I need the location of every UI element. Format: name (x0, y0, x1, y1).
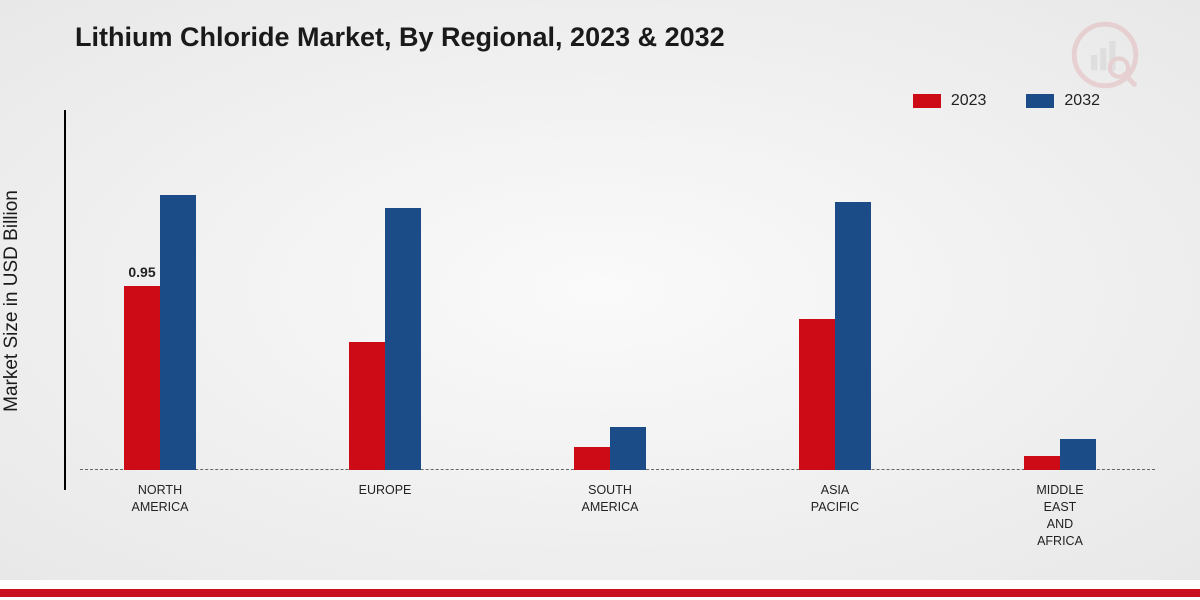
legend-label: 2032 (1064, 92, 1100, 110)
bar (574, 447, 610, 470)
bar-group: 0.95NORTH AMERICA (110, 195, 210, 470)
category-label: SOUTH AMERICA (582, 482, 639, 516)
legend-label: 2023 (951, 92, 987, 110)
plot-area: 0.95NORTH AMERICA EUROPE SOUTH AMERICA ASIA… (80, 150, 1155, 470)
legend: 2023 2032 (913, 92, 1100, 110)
legend-item-2032: 2032 (1026, 92, 1100, 110)
footer-bar (0, 586, 1200, 600)
bar (799, 319, 835, 470)
bar-value-label: 0.95 (128, 264, 155, 280)
chart-title: Lithium Chloride Market, By Regional, 20… (75, 22, 725, 53)
bar-group: EUROPE (335, 208, 435, 470)
bar-group: SOUTH AMERICA (560, 427, 660, 470)
legend-swatch (913, 94, 941, 108)
category-label: EUROPE (359, 482, 412, 499)
bar (1060, 439, 1096, 470)
bar (610, 427, 646, 470)
category-label: NORTH AMERICA (132, 482, 189, 516)
bar-group: ASIA PACIFIC (785, 202, 885, 470)
legend-swatch (1026, 94, 1054, 108)
category-label: ASIA PACIFIC (811, 482, 859, 516)
legend-item-2023: 2023 (913, 92, 987, 110)
bar (349, 342, 385, 470)
y-axis-line (64, 110, 66, 490)
category-label: MIDDLE EAST AND AFRICA (1036, 482, 1083, 550)
bar (385, 208, 421, 470)
bar (160, 195, 196, 470)
y-axis-label: Market Size in USD Billion (1, 190, 23, 412)
bar (1024, 456, 1060, 470)
bar-group: MIDDLE EAST AND AFRICA (1010, 439, 1110, 470)
bar: 0.95 (124, 286, 160, 470)
bar (835, 202, 871, 470)
watermark-logo-icon (1070, 20, 1140, 90)
footer-bar-fill (0, 589, 1200, 597)
